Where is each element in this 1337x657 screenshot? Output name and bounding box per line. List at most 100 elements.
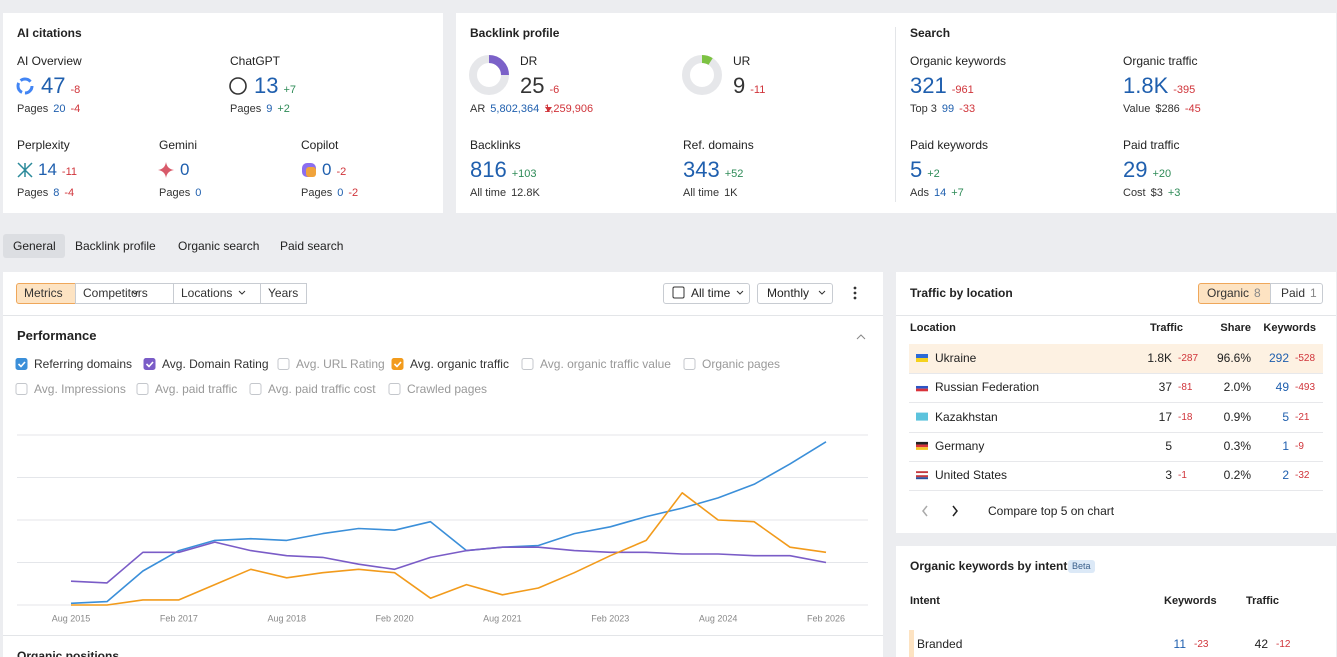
- delta: -528: [1295, 353, 1316, 364]
- badge: [1068, 560, 1095, 573]
- sub-delta: +7: [951, 187, 964, 199]
- tab[interactable]: Backlink profile: [75, 239, 156, 253]
- delta: -493: [1295, 382, 1316, 394]
- legend-label[interactable]: Organic pages: [702, 357, 781, 371]
- filter-button[interactable]: [260, 283, 307, 304]
- keywords: 292: [1268, 351, 1289, 365]
- checkbox[interactable]: [143, 358, 156, 370]
- sub-label: Pages: [17, 187, 49, 199]
- column-header: Keywords: [1164, 595, 1217, 607]
- chevron: [818, 290, 826, 295]
- card-title: Search: [910, 26, 951, 40]
- x-tick-label: Feb 2026: [807, 613, 845, 623]
- delta: -1: [1178, 470, 1187, 482]
- x-tick-label: Aug 2018: [267, 613, 306, 623]
- checkbox[interactable]: [136, 383, 149, 395]
- metric-row: Value $286 -45: [1123, 103, 1201, 116]
- kebab-dot: [853, 291, 857, 295]
- sub-value: 99: [941, 103, 955, 115]
- card-title: Traffic by location: [910, 286, 1013, 300]
- compare-link[interactable]: Compare top 5 on chart: [988, 504, 1115, 518]
- divider: [895, 27, 896, 202]
- filter-label[interactable]: Metrics: [24, 286, 63, 300]
- sub-label: Pages: [159, 187, 191, 199]
- sub-label: Pages: [301, 187, 333, 199]
- flag: [916, 385, 928, 389]
- legend-label[interactable]: Crawled pages: [407, 382, 488, 396]
- metric-row: Pages 8 -4: [17, 187, 74, 200]
- location: United States: [935, 468, 1008, 483]
- intent: Branded: [917, 637, 963, 651]
- metric-row: 13 +7: [254, 73, 296, 103]
- checkmark: [17, 361, 26, 368]
- legend-label[interactable]: Avg. organic traffic value: [540, 357, 671, 371]
- legend-label[interactable]: Avg. paid traffic cost: [268, 382, 376, 396]
- gemini-icon: [158, 162, 174, 178]
- checkbox[interactable]: [277, 358, 290, 370]
- dropdown-label[interactable]: All time: [691, 286, 731, 300]
- metric-value: 14: [38, 160, 57, 179]
- badge: Beta: [1072, 561, 1091, 571]
- sub-value: 20: [53, 103, 66, 115]
- legend-label[interactable]: Avg. organic traffic: [410, 357, 509, 371]
- prev-page[interactable]: [922, 505, 928, 517]
- flag: [916, 412, 928, 421]
- x-tick-label: Feb 2020: [376, 613, 414, 623]
- sub-label: All time: [470, 187, 507, 199]
- dropdown[interactable]: [757, 283, 833, 304]
- keywords: 2: [1282, 468, 1289, 483]
- checkbox[interactable]: [15, 358, 28, 370]
- card-title: Organic keywords by intent: [910, 559, 1068, 573]
- filter-label[interactable]: Years: [268, 286, 299, 300]
- legend-label[interactable]: Avg. Impressions: [34, 382, 126, 396]
- checkbox[interactable]: [388, 383, 401, 395]
- legend-label[interactable]: Referring domains: [34, 357, 133, 371]
- metric-delta: +103: [511, 168, 537, 180]
- sub-delta: -33: [959, 103, 976, 115]
- row-separator: [909, 402, 1323, 404]
- section-title: Organic positions: [17, 649, 120, 657]
- metric-value: 5: [910, 157, 923, 182]
- tab-selected[interactable]: [3, 234, 65, 258]
- share: 0.9%: [1223, 409, 1251, 424]
- donut-arc: [488, 55, 509, 76]
- card-title: AI citations: [17, 26, 82, 40]
- series-line: [70, 441, 827, 605]
- dropdown-label[interactable]: Monthly: [767, 286, 810, 300]
- tab[interactable]: Paid search: [280, 239, 344, 253]
- checkbox[interactable]: [683, 358, 696, 370]
- tab[interactable]: General: [13, 239, 56, 253]
- checkbox[interactable]: [15, 383, 28, 395]
- metric-row: 1.8K -395: [1123, 73, 1195, 103]
- metric-row: Cost $3 +3: [1123, 187, 1180, 200]
- sub-label: Top 3: [910, 103, 937, 115]
- next-page[interactable]: [952, 505, 958, 517]
- legend-label[interactable]: Avg. paid traffic: [155, 382, 238, 396]
- checkbox[interactable]: [521, 358, 534, 370]
- share: 0.3%: [1223, 438, 1251, 453]
- toggle[interactable]: [1270, 283, 1323, 304]
- delta: -32: [1295, 470, 1310, 482]
- filter-label[interactable]: Competitors: [83, 286, 148, 300]
- sub-value: 0: [337, 187, 344, 199]
- dropdown[interactable]: [663, 283, 750, 304]
- kebab-dot: [853, 296, 857, 300]
- collapse: [856, 334, 866, 340]
- checkbox[interactable]: [249, 383, 262, 395]
- legend-label[interactable]: Avg. URL Rating: [296, 357, 385, 371]
- flag: [916, 444, 928, 448]
- metric-row: Pages 0 -2: [301, 187, 358, 200]
- tab[interactable]: Organic search: [178, 239, 260, 253]
- legend-label[interactable]: Avg. Domain Rating: [162, 357, 269, 371]
- section-title: Performance: [17, 328, 97, 343]
- metric-value: 29: [1123, 157, 1148, 182]
- delta: -9: [1295, 440, 1304, 452]
- column-header: Traffic: [1246, 595, 1280, 607]
- row-highlight: [909, 344, 1323, 373]
- filter-label[interactable]: Locations: [181, 286, 233, 300]
- metric-value: 343: [683, 157, 720, 182]
- keywords: 49: [1275, 380, 1289, 395]
- column-header: Share: [1220, 322, 1251, 334]
- checkbox[interactable]: [391, 358, 404, 370]
